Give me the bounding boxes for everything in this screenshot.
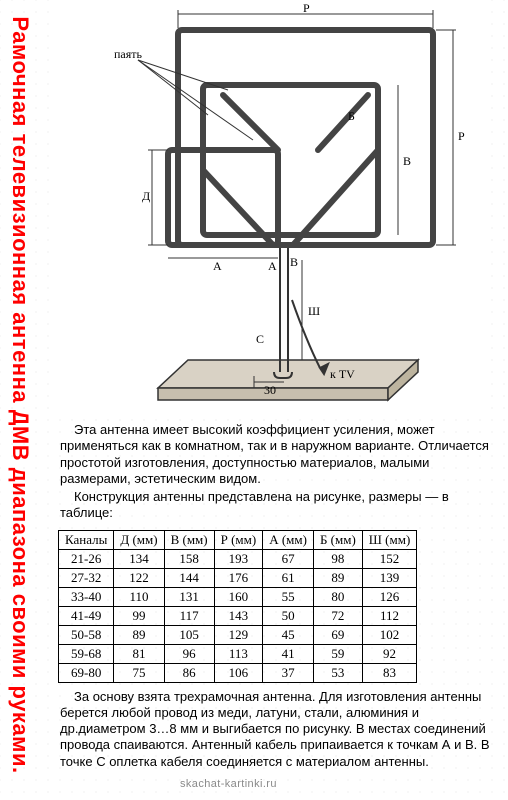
svg-text:С: С	[256, 332, 264, 346]
table-cell: 112	[362, 606, 416, 625]
table-cell: 176	[214, 568, 263, 587]
table-cell: 105	[164, 625, 214, 644]
paragraph-2: Конструкция антенны представлена на рису…	[60, 489, 490, 522]
svg-text:В: В	[290, 255, 298, 269]
table-cell: 158	[164, 549, 214, 568]
table-cell: 33-40	[59, 587, 114, 606]
svg-text:к TV: к TV	[330, 367, 355, 381]
table-cell: 99	[114, 606, 164, 625]
table-row: 69-807586106375383	[59, 663, 417, 682]
table-cell: 134	[114, 549, 164, 568]
table-cell: 59-68	[59, 644, 114, 663]
svg-text:В: В	[403, 154, 411, 168]
svg-text:Р: Р	[458, 129, 465, 143]
paragraph-1: Эта антенна имеет высокий коэффициент ус…	[60, 422, 490, 487]
table-row: 50-58891051294569102	[59, 625, 417, 644]
table-cell: 21-26	[59, 549, 114, 568]
table-cell: 122	[114, 568, 164, 587]
table-cell: 117	[164, 606, 214, 625]
table-cell: 83	[362, 663, 416, 682]
table-cell: 106	[214, 663, 263, 682]
table-row: 41-49991171435072112	[59, 606, 417, 625]
table-cell: 86	[164, 663, 214, 682]
table-cell: 50	[263, 606, 314, 625]
svg-text:Ш: Ш	[308, 304, 320, 318]
table-row: 33-401101311605580126	[59, 587, 417, 606]
content-area: паять Р Р В Б Д А А В С Ш 30 к TV Эта ан…	[54, 0, 500, 776]
col-header: Д (мм)	[114, 530, 164, 549]
table-cell: 129	[214, 625, 263, 644]
col-header: А (мм)	[263, 530, 314, 549]
table-row: 27-321221441766189139	[59, 568, 417, 587]
col-header: Б (мм)	[313, 530, 362, 549]
svg-text:Б: Б	[348, 109, 355, 123]
table-cell: 139	[362, 568, 416, 587]
svg-text:А: А	[268, 259, 277, 273]
table-cell: 160	[214, 587, 263, 606]
col-header: Ш (мм)	[362, 530, 416, 549]
table-cell: 50-58	[59, 625, 114, 644]
table-cell: 96	[164, 644, 214, 663]
table-cell: 41	[263, 644, 314, 663]
table-cell: 45	[263, 625, 314, 644]
vertical-title: Рамочная телевизионная антенна ДМВ диапа…	[7, 5, 33, 785]
table-cell: 55	[263, 587, 314, 606]
table-cell: 59	[313, 644, 362, 663]
table-cell: 113	[214, 644, 263, 663]
table-cell: 69	[313, 625, 362, 644]
dimensions-table: КаналыД (мм)В (мм)Р (мм)А (мм)Б (мм)Ш (м…	[58, 530, 417, 683]
label-solder: паять	[114, 47, 143, 61]
svg-text:А: А	[213, 259, 222, 273]
table-cell: 152	[362, 549, 416, 568]
table-cell: 61	[263, 568, 314, 587]
table-cell: 102	[362, 625, 416, 644]
svg-text:Д: Д	[142, 189, 150, 203]
table-cell: 131	[164, 587, 214, 606]
table-cell: 89	[313, 568, 362, 587]
table-row: 21-261341581936798152	[59, 549, 417, 568]
table-cell: 72	[313, 606, 362, 625]
paragraph-3: За основу взята трехрамочная антенна. Дл…	[60, 689, 490, 770]
col-header: В (мм)	[164, 530, 214, 549]
table-row: 59-688196113415992	[59, 644, 417, 663]
table-cell: 37	[263, 663, 314, 682]
table-cell: 98	[313, 549, 362, 568]
instructions-text: За основу взята трехрамочная антенна. Дл…	[54, 685, 500, 776]
col-header: Каналы	[59, 530, 114, 549]
intro-text: Эта антенна имеет высокий коэффициент ус…	[54, 418, 500, 528]
table-cell: 81	[114, 644, 164, 663]
watermark: skachat-kartinki.ru	[180, 778, 277, 790]
antenna-diagram: паять Р Р В Б Д А А В С Ш 30 к TV	[58, 0, 488, 418]
table-cell: 126	[362, 587, 416, 606]
table-cell: 143	[214, 606, 263, 625]
svg-text:Р: Р	[303, 1, 310, 15]
table-cell: 69-80	[59, 663, 114, 682]
table-cell: 67	[263, 549, 314, 568]
col-header: Р (мм)	[214, 530, 263, 549]
table-cell: 89	[114, 625, 164, 644]
table-cell: 27-32	[59, 568, 114, 587]
table-cell: 41-49	[59, 606, 114, 625]
table-cell: 144	[164, 568, 214, 587]
table-cell: 80	[313, 587, 362, 606]
table-cell: 92	[362, 644, 416, 663]
table-cell: 193	[214, 549, 263, 568]
table-cell: 53	[313, 663, 362, 682]
svg-text:30: 30	[264, 383, 276, 397]
table-cell: 110	[114, 587, 164, 606]
table-cell: 75	[114, 663, 164, 682]
